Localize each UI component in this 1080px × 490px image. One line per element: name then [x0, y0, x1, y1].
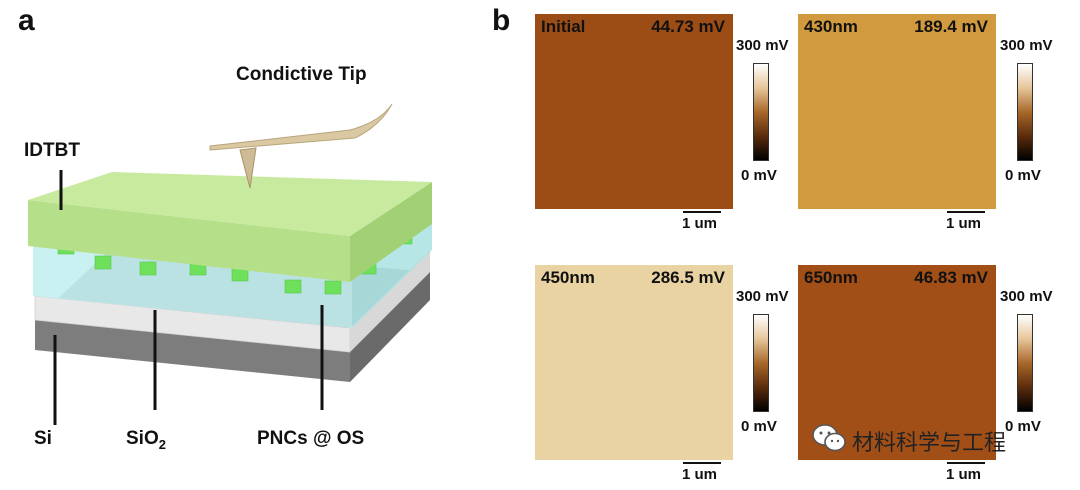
tip-apex: [239, 147, 257, 189]
idtbt-label: IDTBT: [24, 140, 80, 161]
colorbar-max: 300 mV: [736, 288, 789, 305]
image-potential: 44.73 mV: [651, 17, 725, 36]
kpfm-image-430nm: 430nm 189.4 mV: [798, 14, 996, 209]
si-label: Si: [34, 428, 52, 449]
pncs-layer-side: [33, 240, 352, 328]
scale-bar-label: 1 um: [946, 215, 982, 232]
pncs-label: PNCs @ OS: [257, 428, 365, 449]
si-layer-right: [350, 272, 430, 382]
idtbt-layer-right: [350, 182, 432, 282]
image-condition: 650nm: [804, 268, 858, 287]
scale-bar: [947, 462, 985, 464]
colorbar-max: 300 mV: [736, 37, 789, 54]
colorbar-min: 0 mV: [1005, 418, 1041, 435]
watermark-text: 材料科学与工程: [852, 430, 1007, 455]
scale-bar: [947, 211, 985, 213]
image-potential: 46.83 mV: [914, 268, 988, 287]
idtbt-layer-top: [28, 172, 432, 236]
tip-label: Condictive Tip: [236, 64, 367, 85]
kpfm-image-initial: Initial 44.73 mV: [535, 14, 733, 209]
scale-bar: [683, 211, 721, 213]
colorbar: [1017, 63, 1033, 161]
image-condition: 430nm: [804, 17, 858, 36]
cantilever: [209, 103, 393, 151]
scale-bar-label: 1 um: [946, 466, 982, 483]
image-potential: 189.4 mV: [914, 17, 988, 36]
colorbar-max: 300 mV: [1000, 288, 1053, 305]
wechat-icon: [812, 424, 846, 452]
kpfm-image-450nm: 450nm 286.5 mV: [535, 265, 733, 460]
sio2-layer-right: [350, 250, 430, 352]
colorbar-min: 0 mV: [1005, 167, 1041, 184]
image-condition: 450nm: [541, 268, 595, 287]
colorbar: [1017, 314, 1033, 412]
colorbar-min: 0 mV: [741, 418, 777, 435]
colorbar-max: 300 mV: [1000, 37, 1053, 54]
sio2-label-base: SiO: [126, 428, 159, 449]
panel-b-letter: b: [492, 4, 511, 37]
colorbar: [753, 63, 769, 161]
panel-a-letter: a: [18, 4, 35, 37]
sio2-label-sub: 2: [158, 436, 166, 452]
idtbt-layer-side: [28, 200, 350, 282]
device-schematic: [28, 103, 432, 425]
scale-bar: [683, 462, 721, 464]
colorbar: [753, 314, 769, 412]
scale-bar-label: 1 um: [682, 215, 718, 232]
image-potential: 286.5 mV: [651, 268, 725, 287]
scale-bar-label: 1 um: [682, 466, 718, 483]
si-layer-side: [35, 320, 350, 382]
image-condition: Initial: [541, 17, 586, 36]
colorbar-min: 0 mV: [741, 167, 777, 184]
sio2-label: SiO2: [126, 428, 166, 452]
